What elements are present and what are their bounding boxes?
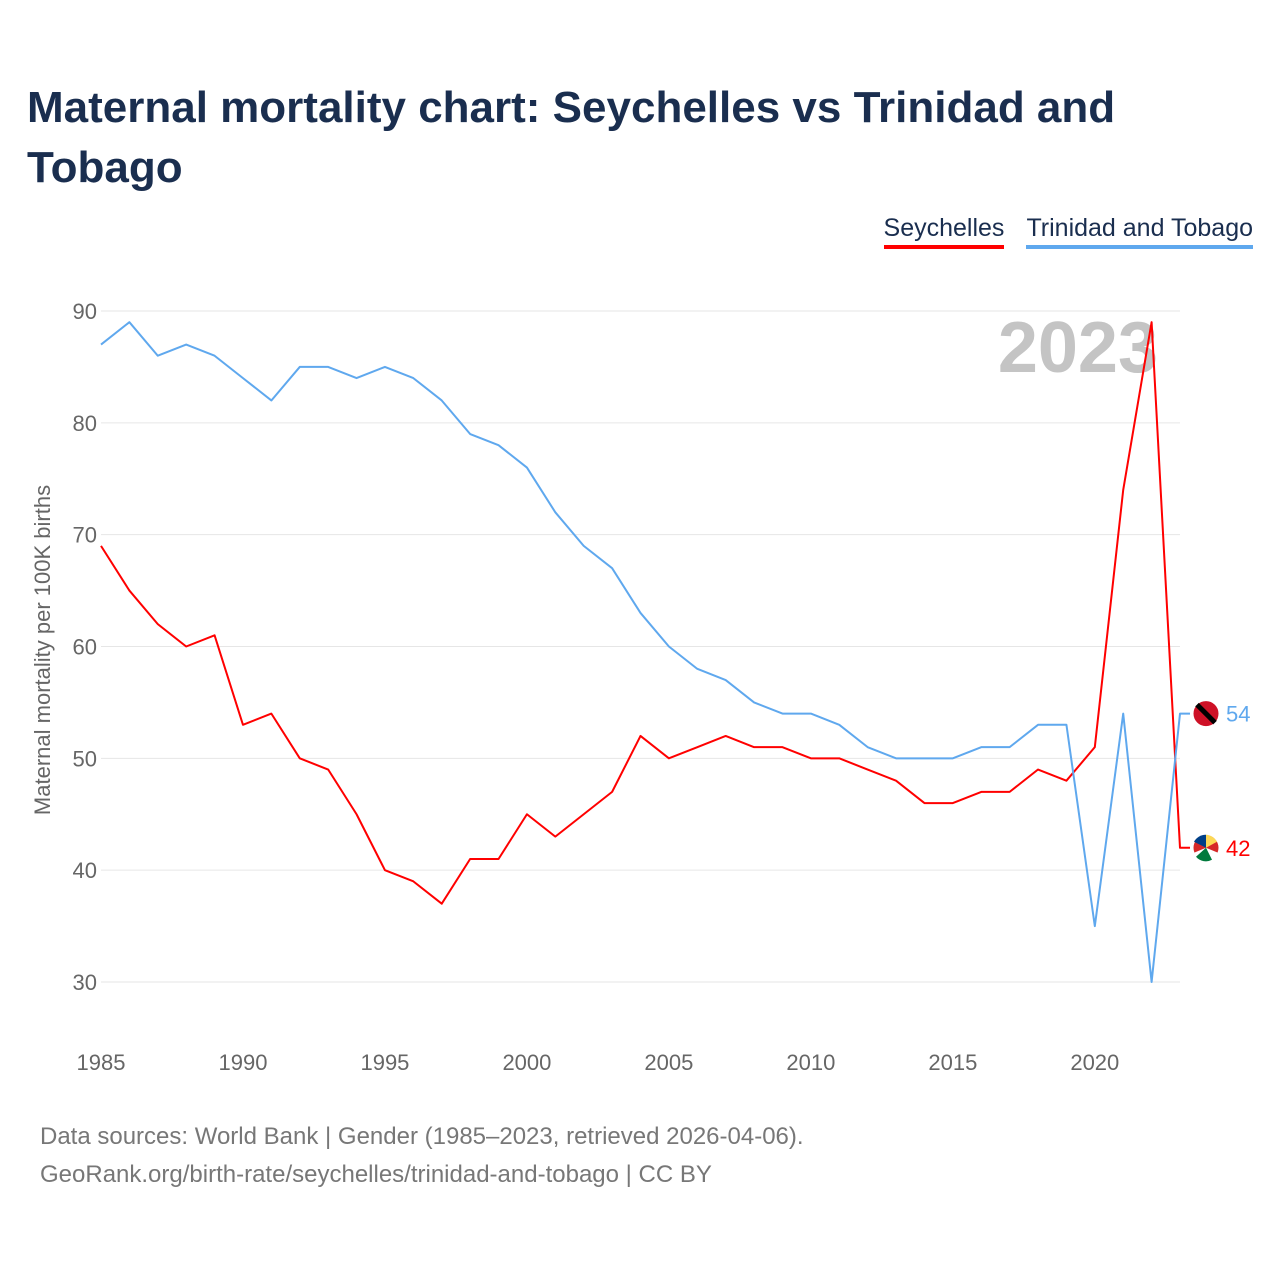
x-tick-label: 2010 bbox=[786, 1050, 835, 1075]
source-link[interactable]: GeoRank.org/birth-rate/seychelles/trinid… bbox=[40, 1161, 712, 1188]
y-tick-label: 90 bbox=[73, 299, 97, 324]
y-tick-label: 30 bbox=[73, 970, 97, 995]
legend-trinidad-and-tobago[interactable]: Trinidad and Tobago bbox=[1026, 214, 1253, 249]
y-tick-label: 50 bbox=[73, 746, 97, 771]
x-tick-label: 1985 bbox=[77, 1050, 126, 1075]
flag-stripe bbox=[1195, 702, 1217, 725]
x-tick-label: 2000 bbox=[502, 1050, 551, 1075]
legend-seychelles[interactable]: Seychelles bbox=[883, 214, 1005, 249]
legend: Seychelles Trinidad and Tobago bbox=[883, 214, 1253, 249]
x-tick-label: 2015 bbox=[928, 1050, 977, 1075]
x-tick-label: 1990 bbox=[218, 1050, 267, 1075]
chart-title: Maternal mortality chart: Seychelles vs … bbox=[27, 83, 1116, 192]
x-tick-label: 1995 bbox=[360, 1050, 409, 1075]
year-label: 2023 bbox=[998, 308, 1158, 388]
footer: Data sources: World Bank | Gender (1985–… bbox=[40, 1118, 804, 1194]
x-tick-label: 2005 bbox=[644, 1050, 693, 1075]
series-line-trinidad-and-tobago bbox=[100, 321, 1190, 983]
y-tick-label: 40 bbox=[73, 858, 97, 883]
y-axis-label: Maternal mortality per 100K births bbox=[30, 485, 55, 815]
data-source: Data sources: World Bank | Gender (1985–… bbox=[40, 1123, 804, 1150]
flag-stripe bbox=[1196, 847, 1212, 862]
y-tick-label: 60 bbox=[73, 635, 97, 660]
x-tick-label: 2020 bbox=[1070, 1050, 1119, 1075]
series-line-seychelles bbox=[100, 321, 1190, 905]
end-value-label: 42 bbox=[1226, 836, 1250, 861]
y-tick-label: 80 bbox=[73, 411, 97, 436]
y-tick-label: 70 bbox=[73, 523, 97, 548]
end-value-label: 54 bbox=[1226, 702, 1250, 727]
flag-stripe bbox=[1206, 834, 1217, 848]
flag-stripe bbox=[1194, 834, 1206, 848]
